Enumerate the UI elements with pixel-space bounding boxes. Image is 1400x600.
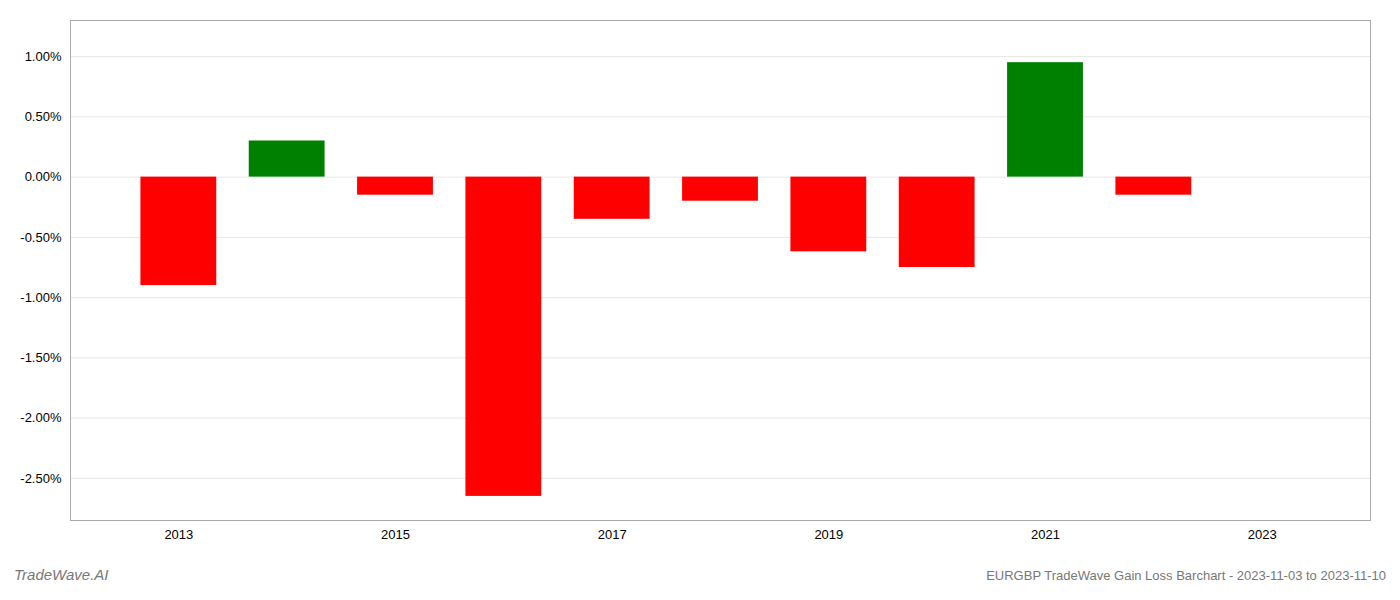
svg-text:2015: 2015 [381,527,410,542]
svg-text:-2.00%: -2.00% [20,410,62,425]
svg-text:2013: 2013 [164,527,193,542]
svg-text:2021: 2021 [1031,527,1060,542]
svg-text:2017: 2017 [598,527,627,542]
svg-text:-0.50%: -0.50% [20,230,62,245]
svg-text:1.00%: 1.00% [25,49,62,64]
svg-text:2019: 2019 [814,527,843,542]
svg-text:0.50%: 0.50% [25,109,62,124]
svg-text:-1.00%: -1.00% [20,290,62,305]
html-text:TradeWave.AI: TradeWave.AI [14,566,109,583]
html-text:EURGBP TradeWave Gain Loss Bar: EURGBP TradeWave Gain Loss Barchart - 20… [986,568,1386,583]
svg-text:-2.50%: -2.50% [20,470,62,485]
svg-text:0.00%: 0.00% [25,169,62,184]
svg-text:-1.50%: -1.50% [20,350,62,365]
svg-text:2023: 2023 [1248,527,1277,542]
